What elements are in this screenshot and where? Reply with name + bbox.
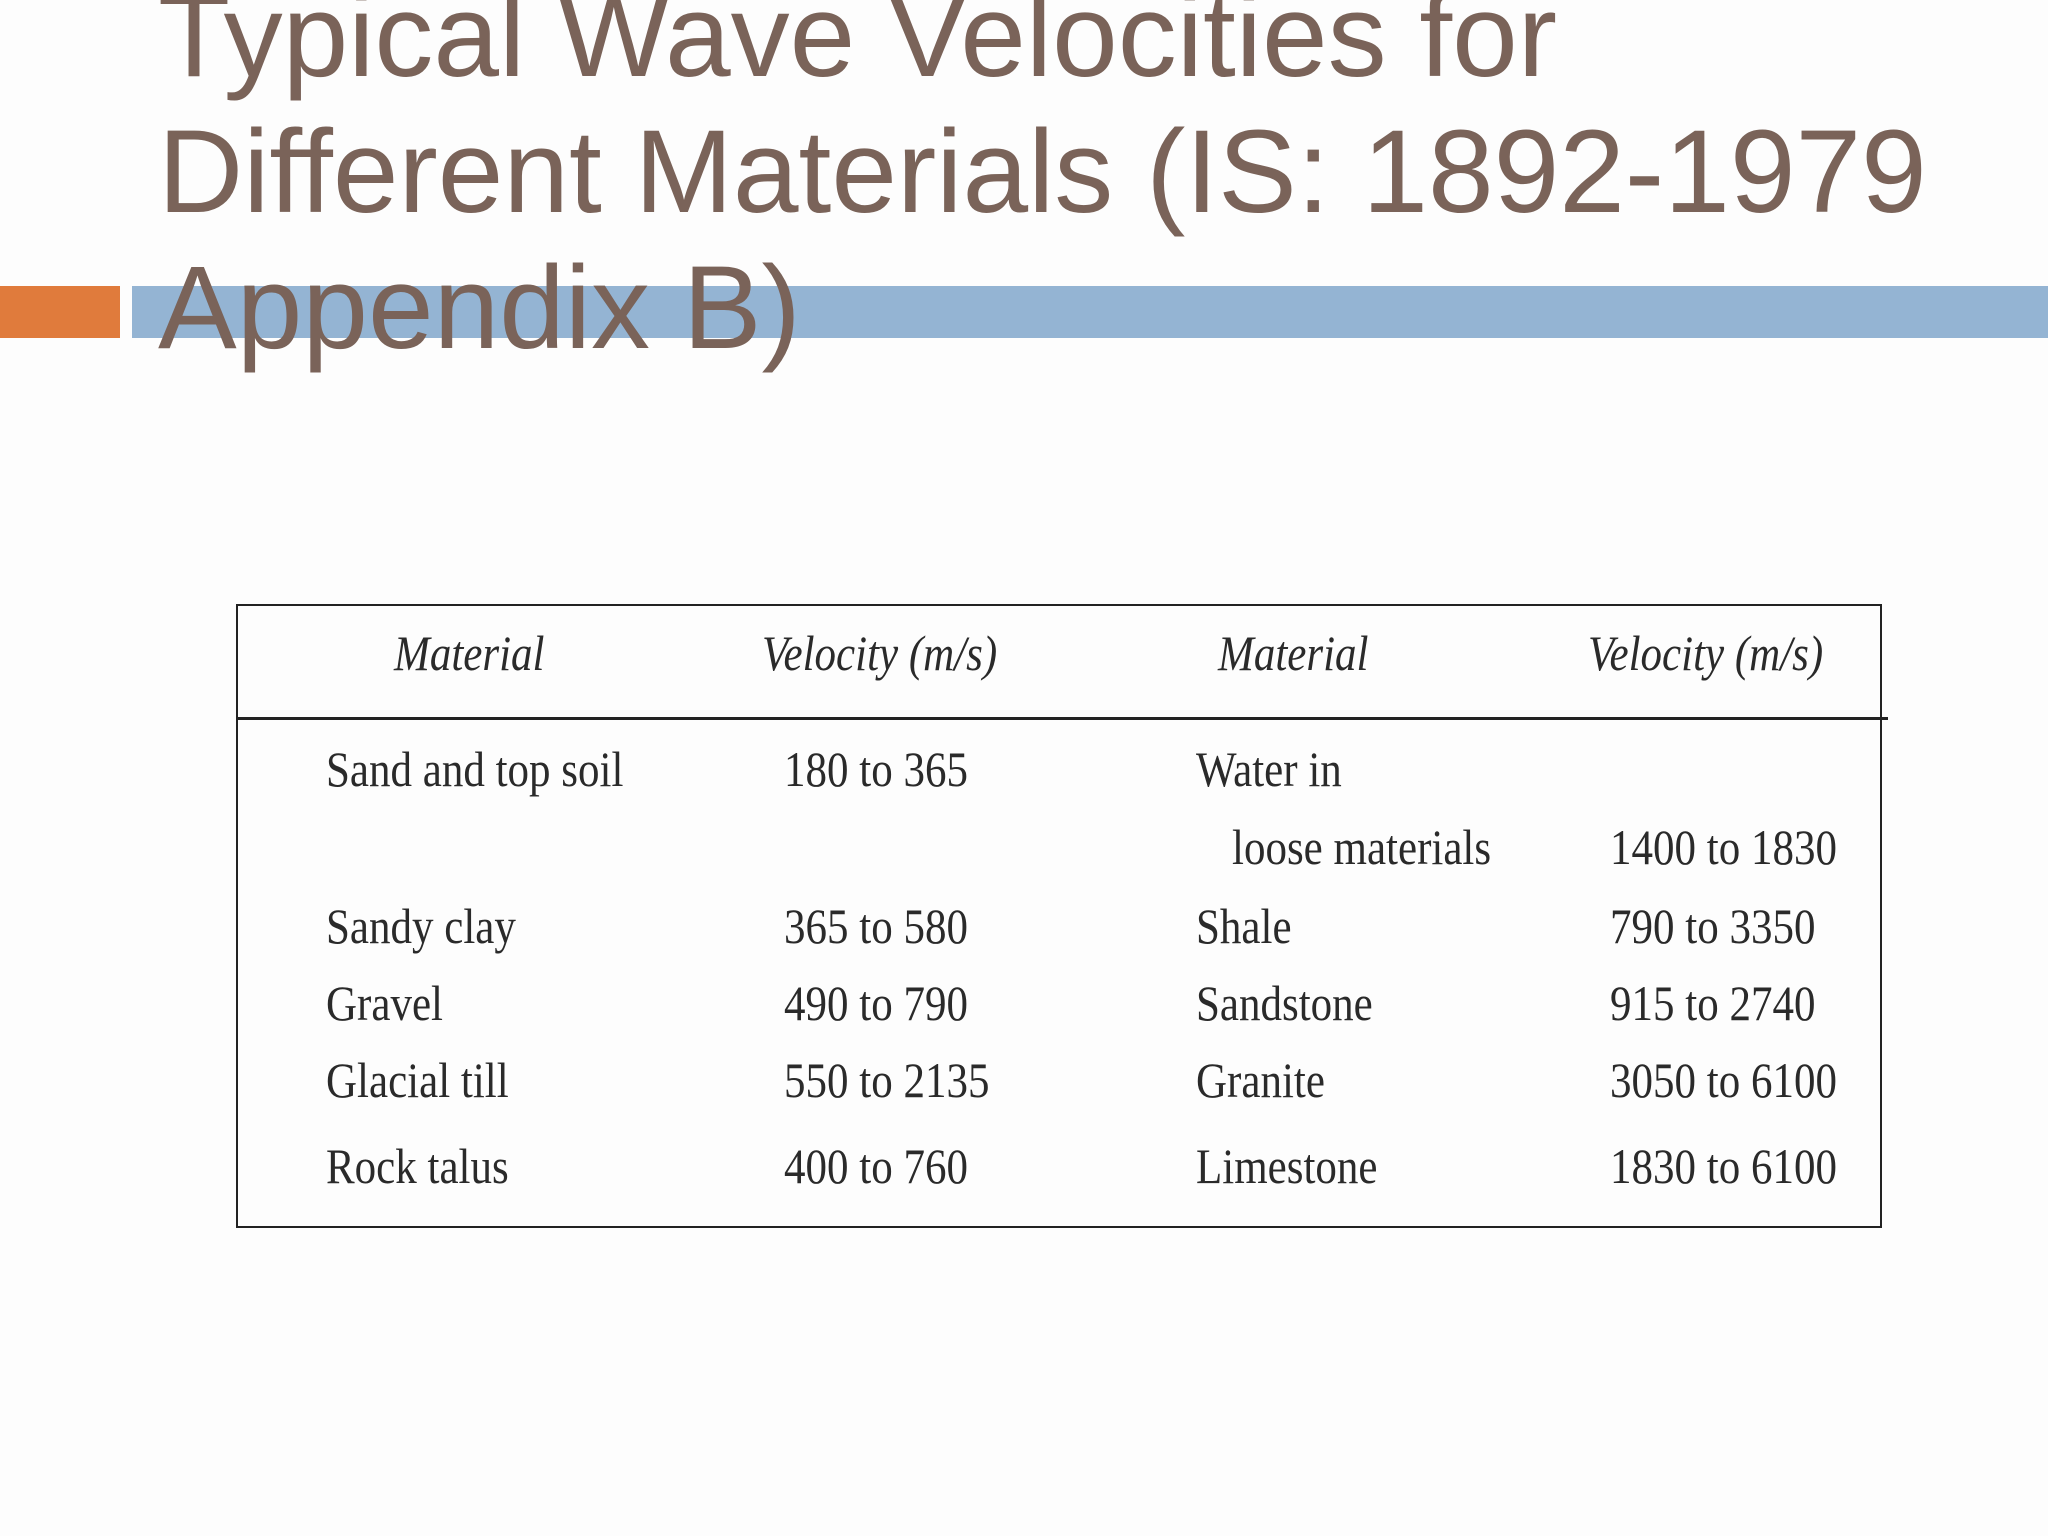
cell-material-2: Water in [1196, 741, 1342, 797]
cell-material-1: Glacial till [326, 1052, 509, 1108]
cell-material-2: Sandstone [1196, 975, 1373, 1031]
velocity-table [236, 604, 1882, 1228]
header-velocity-2: Velocity (m/s) [1588, 625, 1824, 681]
cell-material-2: Shale [1196, 898, 1292, 954]
cell-material-1: Sandy clay [326, 898, 516, 954]
cell-velocity-1: 365 to 580 [784, 898, 968, 954]
cell-velocity-2: 1400 to 1830 [1610, 819, 1837, 875]
header-material-2: Material [1218, 625, 1369, 681]
cell-velocity-1: 180 to 365 [784, 741, 968, 797]
cell-material-1: Rock talus [326, 1138, 509, 1194]
table-header-rule [236, 717, 1888, 720]
cell-velocity-1: 400 to 760 [784, 1138, 968, 1194]
cell-material-2: loose materials [1232, 819, 1492, 875]
slide-title-line-2: Different Materials (IS: 1892-1979 [158, 106, 1927, 238]
cell-velocity-1: 490 to 790 [784, 975, 968, 1031]
cell-velocity-2: 1830 to 6100 [1610, 1138, 1837, 1194]
cell-material-1: Gravel [326, 975, 444, 1031]
slide-title-line-3: Appendix B) [158, 242, 801, 374]
cell-velocity-2: 915 to 2740 [1610, 975, 1816, 1031]
slide-title-line-1: Typical Wave Velocities for [158, 0, 1558, 102]
header-material-1: Material [394, 625, 545, 681]
cell-material-2: Granite [1196, 1052, 1325, 1108]
accent-bar-blue [132, 286, 2048, 338]
cell-velocity-2: 3050 to 6100 [1610, 1052, 1837, 1108]
header-velocity-1: Velocity (m/s) [762, 625, 998, 681]
accent-bar-orange [0, 286, 120, 338]
cell-velocity-1: 550 to 2135 [784, 1052, 990, 1108]
slide-title: Typical Wave Velocities for Different Ma… [158, 0, 1978, 376]
cell-velocity-2: 790 to 3350 [1610, 898, 1816, 954]
cell-material-1: Sand and top soil [326, 741, 624, 797]
cell-material-2: Limestone [1196, 1138, 1378, 1194]
